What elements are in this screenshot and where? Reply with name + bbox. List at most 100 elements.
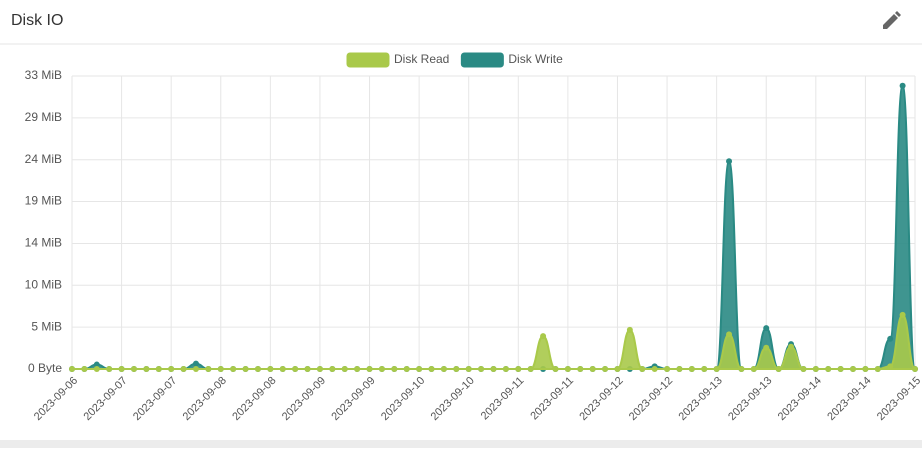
- point: [403, 366, 410, 372]
- x-tick-label: 2023-09-12: [577, 375, 625, 423]
- point: [106, 366, 113, 372]
- point: [378, 366, 385, 372]
- point: [564, 366, 571, 372]
- point: [130, 366, 137, 372]
- x-tick-label: 2023-09-07: [131, 375, 179, 423]
- x-tick-label: 2023-09-10: [429, 375, 477, 423]
- y-tick-label: 33 MiB: [25, 68, 62, 82]
- point: [812, 366, 819, 372]
- x-tick-label: 2023-09-13: [726, 375, 774, 423]
- legend-swatch: [346, 52, 390, 68]
- legend-swatch: [460, 52, 504, 68]
- point: [726, 331, 733, 338]
- point: [664, 366, 671, 372]
- point: [93, 361, 100, 368]
- x-tick-label: 2023-09-07: [81, 375, 129, 423]
- point: [502, 366, 509, 372]
- point: [676, 366, 683, 372]
- point: [341, 366, 348, 372]
- point: [515, 366, 522, 372]
- point: [750, 366, 757, 372]
- x-tick-label: 2023-09-09: [329, 375, 377, 423]
- point: [192, 360, 199, 367]
- point: [279, 366, 286, 372]
- point: [267, 366, 274, 372]
- point: [912, 366, 918, 372]
- point: [366, 366, 373, 372]
- point: [726, 158, 733, 165]
- area-line: [72, 84, 916, 371]
- point: [837, 366, 844, 372]
- point: [192, 366, 199, 372]
- point: [416, 366, 423, 372]
- x-tick-label: 2023-09-15: [875, 375, 922, 423]
- x-tick-label: 2023-09-10: [379, 375, 427, 423]
- point: [329, 366, 336, 372]
- y-tick-label: 24 MiB: [25, 152, 62, 166]
- y-tick-label: 14 MiB: [25, 236, 62, 250]
- x-tick-label: 2023-09-13: [677, 375, 725, 423]
- point: [316, 366, 323, 372]
- point: [602, 366, 609, 372]
- y-tick-label: 10 MiB: [25, 277, 62, 291]
- y-tick-label: 5 MiB: [31, 319, 62, 333]
- point: [304, 366, 311, 372]
- point: [763, 344, 770, 351]
- point: [81, 366, 88, 372]
- point: [292, 366, 299, 372]
- x-tick-label: 2023-09-11: [528, 375, 576, 423]
- point: [205, 366, 212, 372]
- point: [899, 82, 906, 89]
- x-tick-label: 2023-09-09: [280, 375, 328, 423]
- point: [254, 366, 261, 372]
- x-tick-label: 2023-09-14: [776, 375, 824, 423]
- point: [589, 366, 596, 372]
- point: [143, 366, 150, 372]
- edit-icon[interactable]: [883, 11, 901, 29]
- legend: Disk Read Disk Write: [346, 52, 563, 68]
- point: [825, 366, 832, 372]
- point: [577, 366, 584, 372]
- y-tick-label: 0 Byte: [28, 361, 62, 375]
- point: [763, 325, 770, 332]
- point: [788, 343, 795, 350]
- x-tick-label: 2023-09-12: [627, 375, 675, 423]
- point: [465, 366, 472, 372]
- x-tick-label: 2023-09-14: [825, 375, 873, 423]
- panel-title: Disk IO: [11, 12, 63, 29]
- point: [478, 366, 485, 372]
- point: [230, 366, 237, 372]
- point: [862, 366, 869, 372]
- point: [69, 366, 75, 372]
- point: [242, 366, 249, 372]
- point: [887, 335, 894, 342]
- point: [651, 366, 658, 372]
- legend-label: Disk Write: [508, 52, 563, 66]
- point: [775, 366, 782, 372]
- point: [540, 333, 547, 340]
- point: [614, 366, 621, 372]
- y-tick-label: 29 MiB: [25, 110, 62, 124]
- legend-label: Disk Read: [394, 52, 449, 66]
- point: [217, 366, 224, 372]
- point: [626, 326, 633, 333]
- point: [887, 363, 894, 370]
- point: [688, 366, 695, 372]
- point: [168, 366, 175, 372]
- footer-bar: [0, 440, 922, 448]
- point: [527, 366, 534, 372]
- area-line: [72, 313, 916, 371]
- point: [701, 366, 708, 372]
- point: [713, 366, 720, 372]
- point: [354, 366, 361, 372]
- point: [118, 366, 125, 372]
- point: [850, 366, 857, 372]
- point: [93, 366, 100, 372]
- point: [639, 366, 646, 372]
- point: [155, 366, 162, 372]
- point: [440, 366, 447, 372]
- point: [490, 366, 497, 372]
- point: [180, 366, 187, 372]
